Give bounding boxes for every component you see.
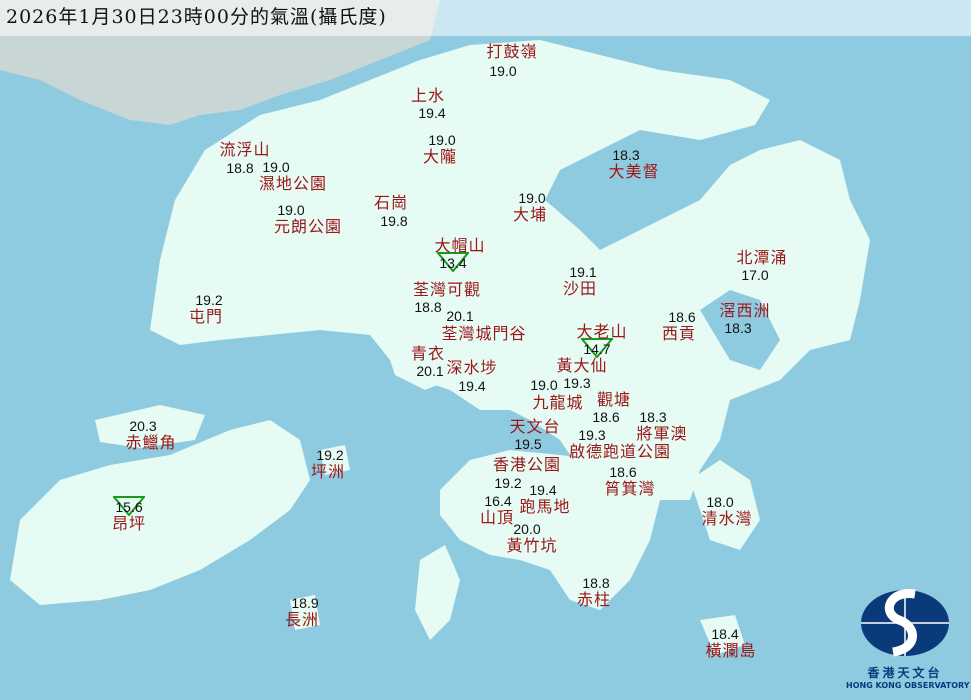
station-temperature: 20.3: [129, 418, 157, 434]
station-name: 元朗公園: [273, 217, 343, 236]
station-temperature: 19.0: [489, 63, 517, 79]
station-temperature: 19.0: [277, 202, 305, 218]
new-territories-land: [150, 40, 870, 500]
station-temperature: 19.2: [195, 292, 223, 308]
station-temperature: 17.0: [741, 267, 769, 283]
station-temperature: 18.3: [724, 320, 752, 336]
station-name: 打鼓嶺: [486, 42, 538, 61]
station-name: 石崗: [373, 193, 409, 212]
station-name: 青衣: [410, 344, 446, 363]
station-name: 橫瀾島: [705, 641, 757, 660]
hong-kong-island-land: [440, 450, 660, 610]
station-name: 流浮山: [219, 140, 271, 159]
station-temperature: 18.3: [612, 147, 640, 163]
waglan-land: [700, 615, 745, 655]
station-name: 大埔: [512, 205, 548, 224]
station-name: 觀塘: [596, 390, 632, 409]
station-temperature: 19.2: [494, 475, 522, 491]
station-temperature: 20.0: [513, 521, 541, 537]
station-name: 上水: [410, 86, 446, 105]
station-temperature: 19.4: [418, 105, 446, 121]
station-temperature: 18.9: [291, 595, 319, 611]
station-name: 坪洲: [310, 462, 346, 481]
minimum-temperature-marker-icon: [113, 496, 145, 516]
station-name: 香港公園: [492, 455, 562, 474]
station-temperature: 13.4: [439, 255, 467, 271]
station-name: 黃大仙: [556, 356, 608, 375]
station-name: 濕地公園: [258, 174, 328, 193]
station-name: 北潭涌: [736, 248, 788, 267]
station-temperature: 19.0: [530, 377, 558, 393]
station-name: 大美督: [608, 162, 660, 181]
station-temperature: 19.0: [518, 190, 546, 206]
station-name: 沙田: [562, 279, 598, 298]
port-shelter: [700, 290, 780, 370]
station-temperature: 19.1: [569, 264, 597, 280]
station-name: 赤鱲角: [125, 433, 177, 452]
station-name: 跑馬地: [519, 497, 571, 516]
cheung-chau-land: [290, 595, 320, 630]
station-temperature: 19.2: [316, 447, 344, 463]
station-temperature: 18.4: [711, 626, 739, 642]
station-name: 荃灣可觀: [412, 280, 482, 299]
station-name: 深水埗: [446, 358, 498, 377]
station-temperature: 20.1: [416, 363, 444, 379]
station-name: 長洲: [284, 610, 320, 629]
minimum-temperature-marker-icon: [437, 252, 469, 272]
station-temperature: 18.6: [609, 464, 637, 480]
station-temperature: 19.5: [514, 436, 542, 452]
hko-logo: 香港天文台 HONG KONG OBSERVATORY: [846, 588, 970, 700]
station-temperature: 19.0: [262, 159, 290, 175]
station-name: 清水灣: [701, 509, 753, 528]
station-name: 九龍城: [532, 393, 584, 412]
station-temperature: 14.7: [583, 341, 611, 357]
station-temperature: 18.0: [706, 494, 734, 510]
station-name: 大帽山: [434, 236, 486, 255]
lantau-land: [10, 420, 310, 605]
station-temperature: 16.4: [484, 493, 512, 509]
peng-chau-land: [320, 445, 350, 475]
minimum-temperature-marker-icon: [581, 338, 613, 358]
station-temperature: 15.6: [115, 499, 143, 515]
station-name: 啟德跑道公園: [568, 442, 672, 461]
station-name: 赤柱: [576, 590, 612, 609]
station-temperature: 18.8: [226, 160, 254, 176]
station-name: 滘西洲: [719, 301, 771, 320]
station-name: 屯門: [188, 307, 224, 326]
station-name: 西貢: [661, 324, 697, 343]
station-name: 大隴: [422, 147, 458, 166]
tsing-yi-land: [385, 335, 450, 390]
station-name: 將軍澳: [636, 424, 688, 443]
station-temperature: 18.3: [639, 409, 667, 425]
station-temperature: 19.0: [428, 132, 456, 148]
station-temperature: 18.8: [414, 299, 442, 315]
station-temperature: 18.6: [592, 409, 620, 425]
map-title: 2026年1月30日23時00分的氣溫(攝氏度): [0, 0, 971, 36]
station-temperature: 19.3: [563, 375, 591, 391]
station-name: 黃竹坑: [506, 536, 558, 555]
logo-chinese-name: 香港天文台: [867, 666, 943, 680]
station-temperature: 18.8: [582, 575, 610, 591]
station-name: 筲箕灣: [604, 479, 656, 498]
station-temperature: 19.3: [578, 427, 606, 443]
lamma-land: [415, 545, 460, 640]
airport-land: [95, 405, 205, 448]
clear-water-bay-land: [690, 460, 760, 550]
hko-emblem-icon: [861, 589, 949, 657]
station-temperature: 18.6: [668, 309, 696, 325]
station-name: 荃灣城門谷: [441, 324, 527, 343]
station-temperature: 19.4: [529, 482, 557, 498]
station-temperature: 19.8: [380, 213, 408, 229]
station-temperature: 20.1: [446, 308, 474, 324]
station-name: 山頂: [479, 508, 515, 527]
station-name: 昂坪: [111, 514, 147, 533]
station-temperature: 19.4: [458, 378, 486, 394]
logo-english-name: HONG KONG OBSERVATORY: [846, 681, 970, 690]
station-name: 大老山: [576, 322, 628, 341]
tolo-harbour: [560, 150, 730, 245]
station-name: 天文台: [509, 417, 561, 436]
